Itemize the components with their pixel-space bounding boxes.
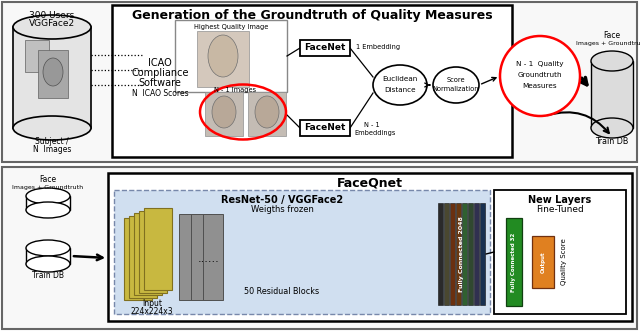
FancyBboxPatch shape (108, 173, 632, 321)
Text: Compliance: Compliance (131, 68, 189, 78)
Text: Input: Input (142, 299, 162, 308)
Text: 224x224x3: 224x224x3 (131, 307, 173, 316)
Text: ......: ...... (198, 254, 220, 264)
Ellipse shape (26, 256, 70, 272)
Text: N  Images: N Images (33, 146, 71, 155)
Ellipse shape (591, 51, 633, 71)
FancyBboxPatch shape (191, 214, 211, 300)
FancyBboxPatch shape (494, 190, 626, 314)
Text: Weigths frozen: Weigths frozen (251, 205, 314, 214)
Text: ResNet-50 / VGGFace2: ResNet-50 / VGGFace2 (221, 195, 343, 205)
Text: Fully Connected 2048: Fully Connected 2048 (460, 216, 465, 292)
FancyBboxPatch shape (112, 5, 512, 157)
Text: Generation of the Groundtruth of Quality Measures: Generation of the Groundtruth of Quality… (132, 10, 492, 23)
Ellipse shape (212, 96, 236, 128)
Text: Output: Output (541, 251, 545, 273)
Text: New Layers: New Layers (529, 195, 591, 205)
FancyBboxPatch shape (444, 203, 449, 305)
Ellipse shape (255, 96, 279, 128)
Text: FaceNet: FaceNet (304, 124, 346, 133)
FancyBboxPatch shape (129, 216, 157, 298)
Text: Train DB: Train DB (32, 271, 64, 280)
Text: Distance: Distance (384, 87, 416, 93)
FancyBboxPatch shape (474, 203, 479, 305)
FancyBboxPatch shape (506, 218, 522, 306)
Text: Measures: Measures (523, 83, 557, 89)
FancyBboxPatch shape (456, 203, 461, 305)
Text: 300 Users: 300 Users (29, 12, 75, 21)
Text: 1 Embedding: 1 Embedding (356, 44, 400, 50)
Text: Images + Groundtruth: Images + Groundtruth (577, 42, 640, 47)
Text: ICAO: ICAO (148, 58, 172, 68)
Text: VGGFace2: VGGFace2 (29, 20, 75, 29)
Ellipse shape (500, 36, 580, 116)
FancyBboxPatch shape (124, 218, 152, 300)
Text: Score: Score (447, 77, 465, 83)
FancyBboxPatch shape (175, 20, 287, 92)
FancyBboxPatch shape (26, 248, 70, 264)
Text: Images + Groundtruth: Images + Groundtruth (12, 185, 84, 190)
FancyBboxPatch shape (13, 27, 91, 128)
Ellipse shape (208, 35, 238, 77)
FancyBboxPatch shape (134, 213, 162, 295)
FancyBboxPatch shape (203, 214, 223, 300)
Text: Groundtruth: Groundtruth (518, 72, 563, 78)
Text: Subject /: Subject / (35, 138, 69, 147)
Text: Quality Score: Quality Score (561, 239, 567, 285)
Text: N - 1 Images: N - 1 Images (214, 87, 256, 93)
Text: Highest Quality Image: Highest Quality Image (194, 24, 268, 30)
Ellipse shape (433, 67, 479, 103)
FancyBboxPatch shape (591, 61, 633, 128)
Ellipse shape (26, 240, 70, 256)
FancyBboxPatch shape (139, 211, 167, 293)
Ellipse shape (13, 15, 91, 39)
FancyBboxPatch shape (197, 31, 249, 87)
Text: Embeddings: Embeddings (355, 130, 396, 136)
FancyBboxPatch shape (179, 214, 199, 300)
Text: N - 1: N - 1 (364, 122, 380, 128)
Text: Normalization: Normalization (433, 86, 479, 92)
Text: Euclidean: Euclidean (382, 76, 418, 82)
Ellipse shape (373, 65, 427, 105)
FancyBboxPatch shape (26, 196, 70, 210)
Text: Face: Face (40, 175, 56, 184)
FancyBboxPatch shape (25, 40, 49, 72)
Ellipse shape (43, 58, 63, 86)
Ellipse shape (591, 118, 633, 138)
FancyBboxPatch shape (450, 203, 455, 305)
Text: N  ICAO Scores: N ICAO Scores (132, 90, 188, 99)
FancyBboxPatch shape (462, 203, 467, 305)
FancyBboxPatch shape (480, 203, 485, 305)
FancyBboxPatch shape (532, 236, 554, 288)
Text: Fully Connected 32: Fully Connected 32 (511, 232, 516, 292)
FancyBboxPatch shape (248, 92, 286, 136)
Text: Software: Software (139, 78, 181, 88)
FancyBboxPatch shape (438, 203, 443, 305)
FancyBboxPatch shape (205, 92, 243, 136)
FancyBboxPatch shape (114, 190, 490, 314)
Ellipse shape (26, 188, 70, 204)
Text: Train DB: Train DB (595, 138, 628, 147)
FancyBboxPatch shape (468, 203, 473, 305)
Text: Fine-Tuned: Fine-Tuned (536, 204, 584, 213)
Ellipse shape (13, 116, 91, 140)
FancyBboxPatch shape (300, 40, 350, 56)
FancyBboxPatch shape (300, 120, 350, 136)
FancyBboxPatch shape (2, 2, 637, 162)
FancyBboxPatch shape (2, 167, 637, 329)
Text: Face: Face (604, 32, 621, 41)
Ellipse shape (26, 202, 70, 218)
Text: 50 Residual Blocks: 50 Residual Blocks (244, 287, 319, 296)
FancyBboxPatch shape (144, 208, 172, 290)
Text: FaceQnet: FaceQnet (337, 176, 403, 189)
FancyBboxPatch shape (38, 50, 68, 98)
Text: N - 1  Quality: N - 1 Quality (516, 61, 564, 67)
Text: FaceNet: FaceNet (304, 44, 346, 53)
